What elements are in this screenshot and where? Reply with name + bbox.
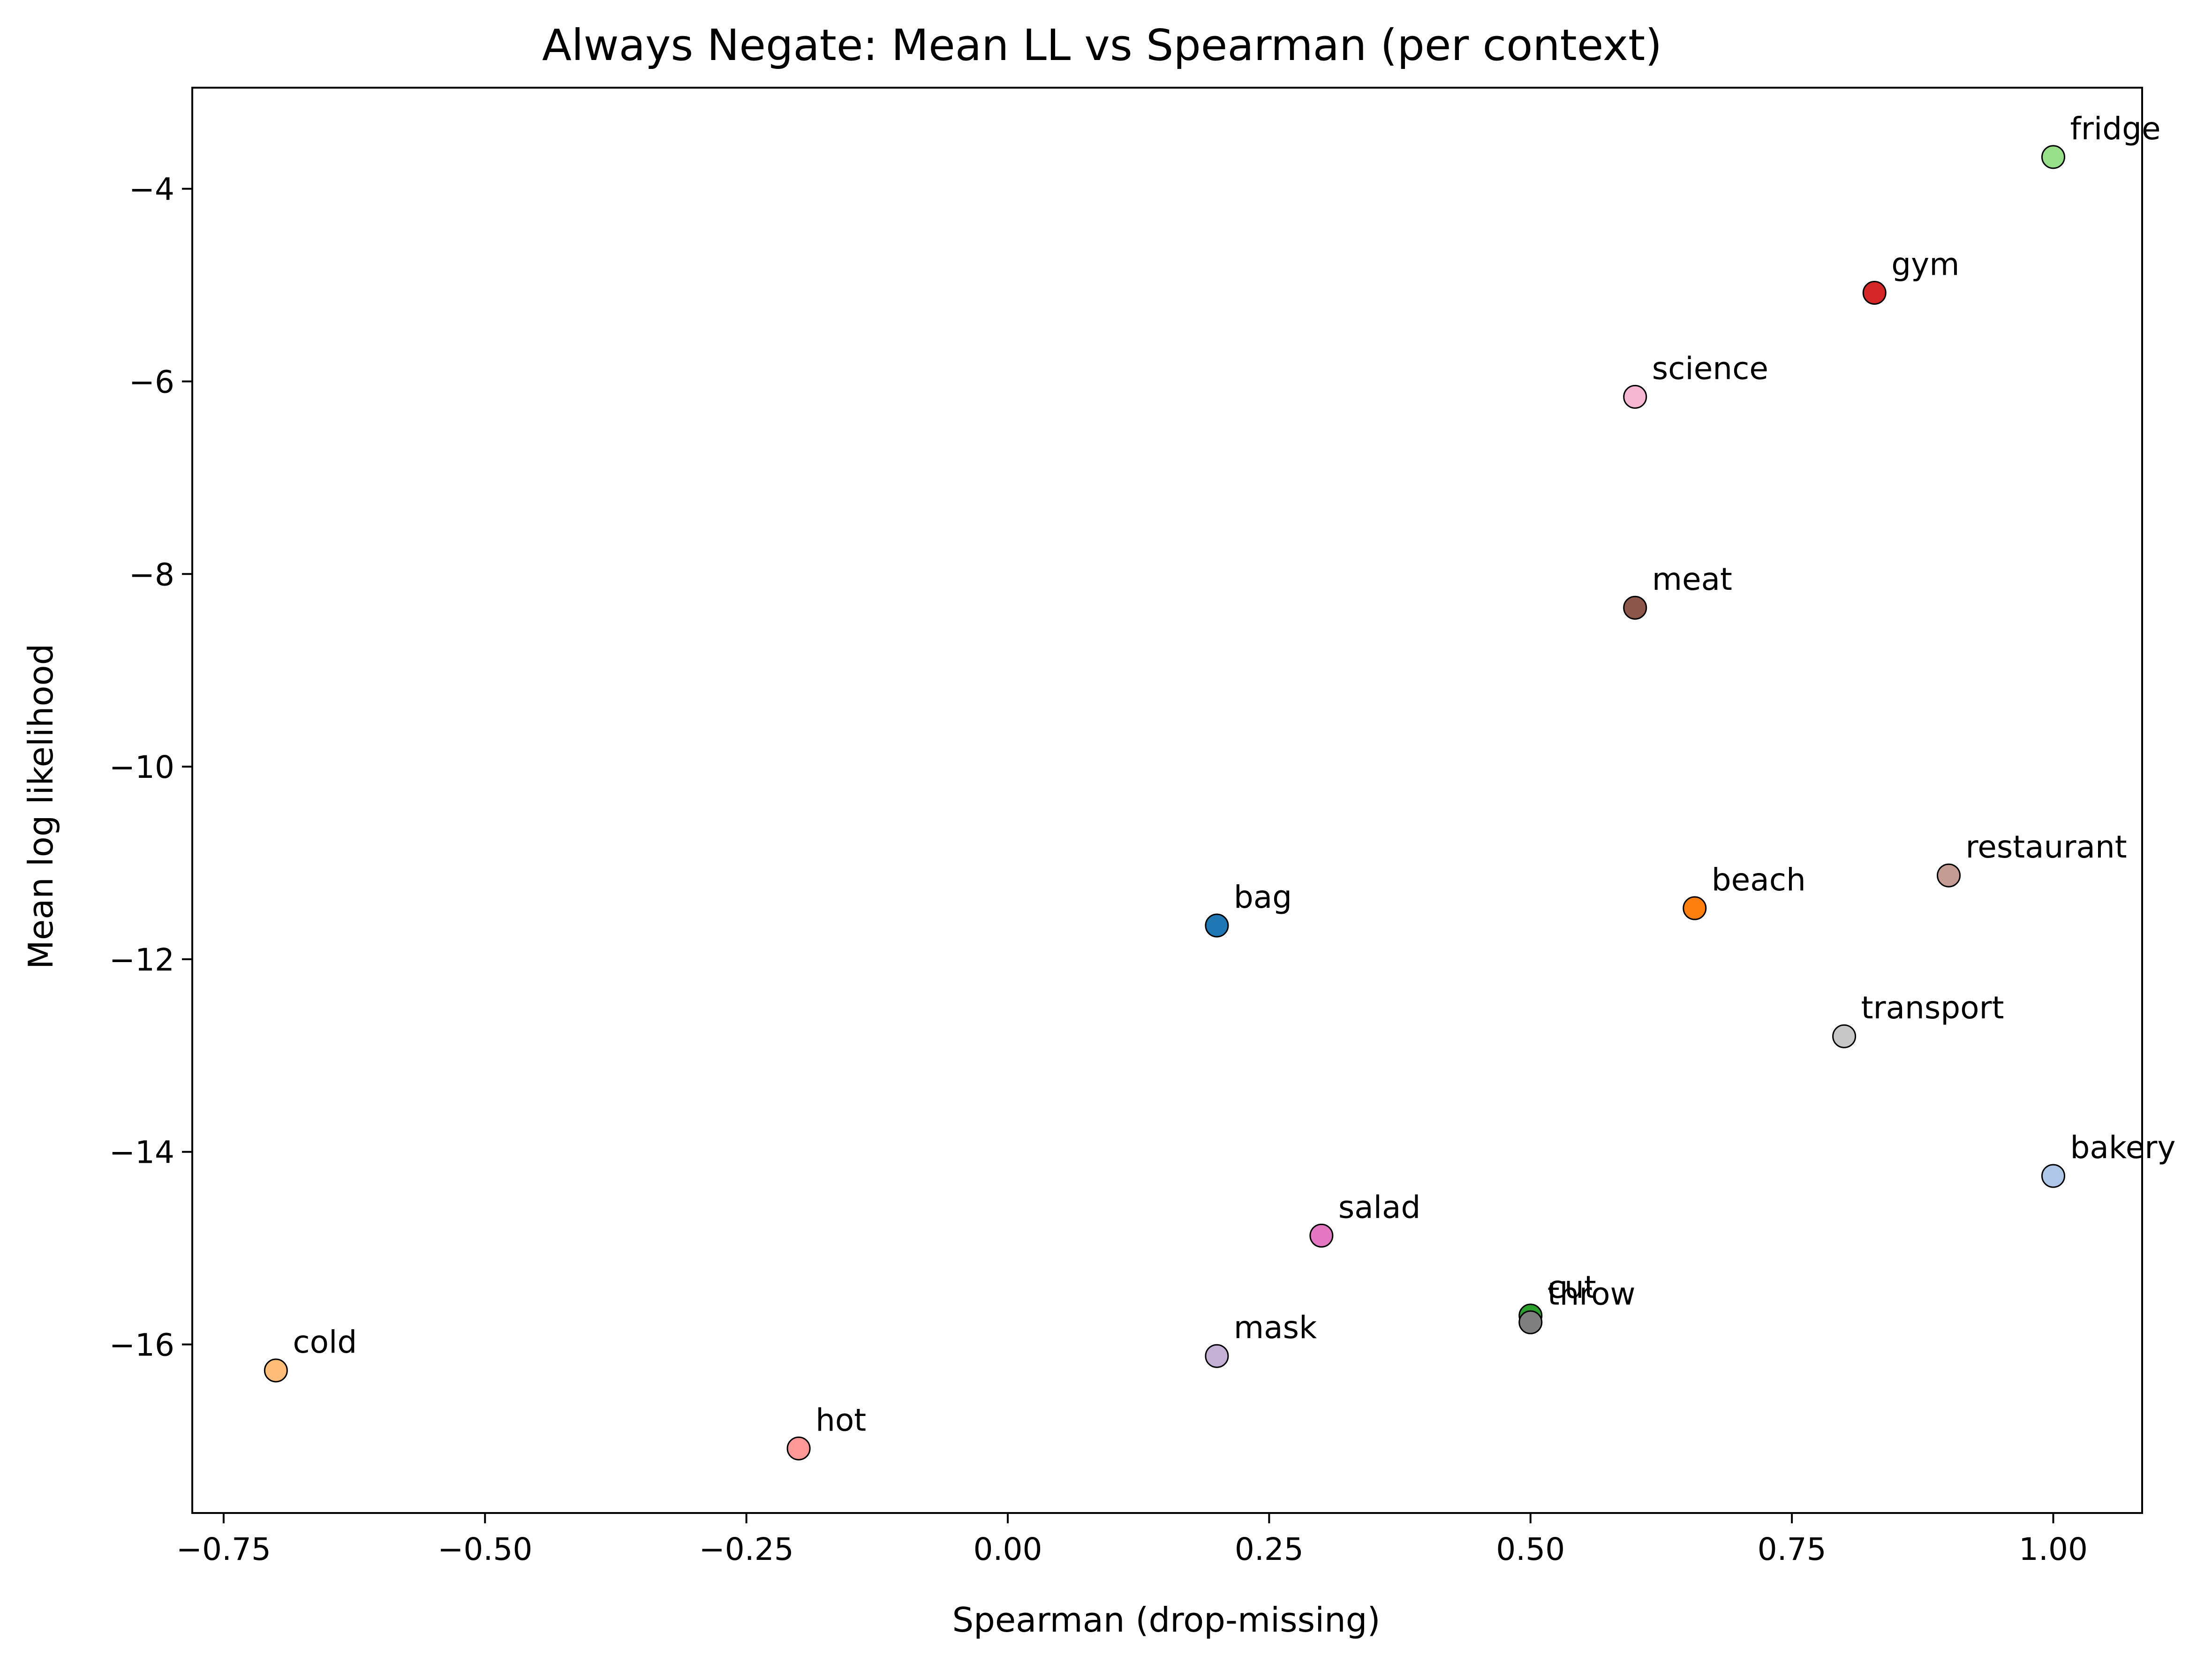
x-tick-label: 1.00 (2019, 1531, 2088, 1567)
plot-frame (191, 87, 2143, 1514)
data-point-cold (264, 1358, 288, 1383)
point-label-meat: meat (1652, 561, 1732, 597)
y-tick-label: −16 (109, 1327, 174, 1363)
y-tick-label: −10 (109, 749, 174, 785)
point-label-transport: transport (1861, 990, 2004, 1026)
data-point-transport (1832, 1024, 1857, 1048)
point-label-gym: gym (1891, 247, 1959, 283)
point-label-mask: mask (1234, 1310, 1317, 1346)
point-label-bag: bag (1234, 879, 1292, 915)
data-point-science (1623, 384, 1647, 409)
y-axis: −4 −6 −8 −10 −12 −14 −16 (109, 172, 192, 1363)
point-label-throw: throw (1548, 1276, 1636, 1312)
y-tick-label: −4 (129, 172, 174, 208)
x-tick-label: −0.25 (699, 1531, 793, 1567)
chart-title: Always Negate: Mean LL vs Spearman (per … (542, 20, 1662, 70)
point-label-cold: cold (293, 1324, 357, 1360)
data-point-hot (786, 1436, 811, 1460)
data-point-bakery (2041, 1164, 2065, 1188)
data-point-bag (1205, 913, 1229, 938)
y-tick-label: −8 (129, 557, 174, 593)
x-tick-label: 0.50 (1496, 1531, 1565, 1567)
data-point-meat (1623, 595, 1647, 620)
point-label-fridge: fridge (2070, 111, 2160, 147)
data-points (264, 145, 2065, 1460)
x-tick-label: −0.50 (438, 1531, 532, 1567)
point-labels: bag beach cold cut fridge gym hot mask meat resta… (293, 111, 2175, 1438)
point-label-science: science (1652, 350, 1768, 386)
point-label-bakery: bakery (2070, 1129, 2175, 1166)
data-point-mask (1205, 1344, 1229, 1368)
data-point-gym (1862, 281, 1887, 305)
point-label-hot: hot (815, 1402, 866, 1438)
point-label-beach: beach (1712, 862, 1806, 898)
data-point-salad (1309, 1223, 1334, 1248)
x-tick-label: 0.25 (1235, 1531, 1304, 1567)
y-axis-label: Mean log likelihood (21, 644, 60, 970)
data-point-restaurant (1937, 863, 1961, 888)
x-axis: −0.75 −0.50 −0.25 0.00 0.25 0.50 0.75 1.00 (176, 1513, 2088, 1567)
data-point-throw (1518, 1310, 1543, 1334)
y-tick-label: −12 (109, 942, 174, 978)
x-axis-label: Spearman (drop-missing) (952, 1600, 1380, 1640)
y-tick-label: −6 (129, 364, 174, 400)
y-tick-label: −14 (109, 1135, 174, 1171)
data-point-fridge (2041, 145, 2065, 169)
point-label-restaurant: restaurant (1966, 829, 2127, 865)
point-label-cut: cut (1548, 1269, 1596, 1305)
data-point-beach (1683, 896, 1707, 920)
point-label-salad: salad (1338, 1189, 1421, 1225)
x-tick-label: −0.75 (176, 1531, 271, 1567)
x-tick-label: 0.00 (974, 1531, 1042, 1567)
x-tick-label: 0.75 (1758, 1531, 1827, 1567)
